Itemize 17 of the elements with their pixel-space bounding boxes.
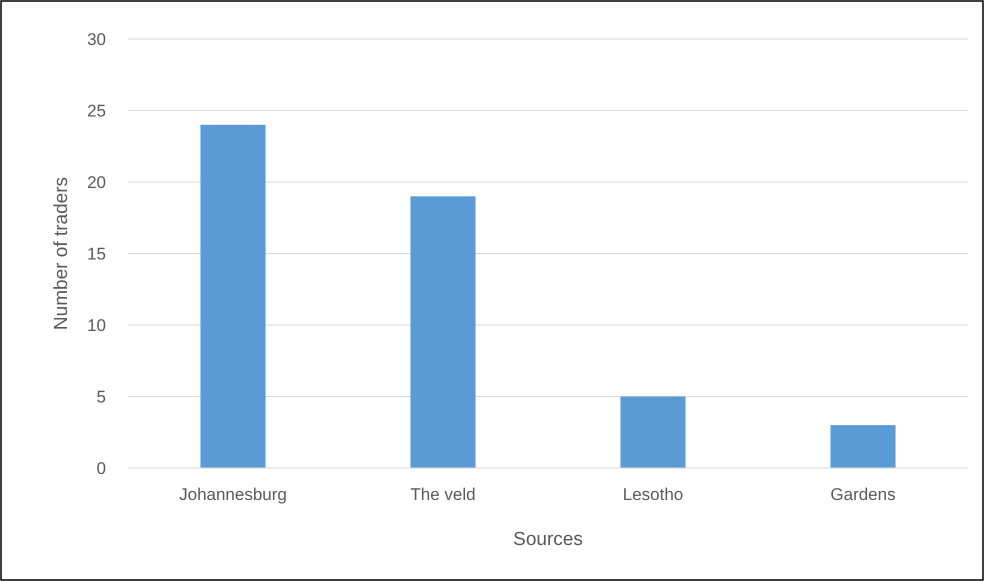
y-tick-label: 5 — [96, 387, 106, 406]
x-axis-title: Sources — [513, 529, 583, 550]
y-tick-label: 15 — [87, 244, 106, 264]
y-tick-label: 20 — [87, 172, 106, 192]
bar — [200, 124, 266, 468]
y-tick-label: 10 — [87, 316, 106, 335]
y-tick-label: 0 — [96, 458, 106, 478]
x-tick-label: Lesotho — [622, 485, 684, 504]
bar — [410, 196, 476, 468]
x-tick-label: Gardens — [830, 485, 896, 504]
bar — [620, 396, 686, 468]
x-tick-label: The veld — [410, 485, 476, 504]
y-tick-label: 25 — [87, 101, 106, 120]
y-tick-label: 30 — [87, 30, 106, 49]
y-axis-title: Number of traders — [51, 176, 72, 330]
bar — [830, 425, 896, 468]
x-tick-label: Johannesburg — [179, 485, 287, 504]
